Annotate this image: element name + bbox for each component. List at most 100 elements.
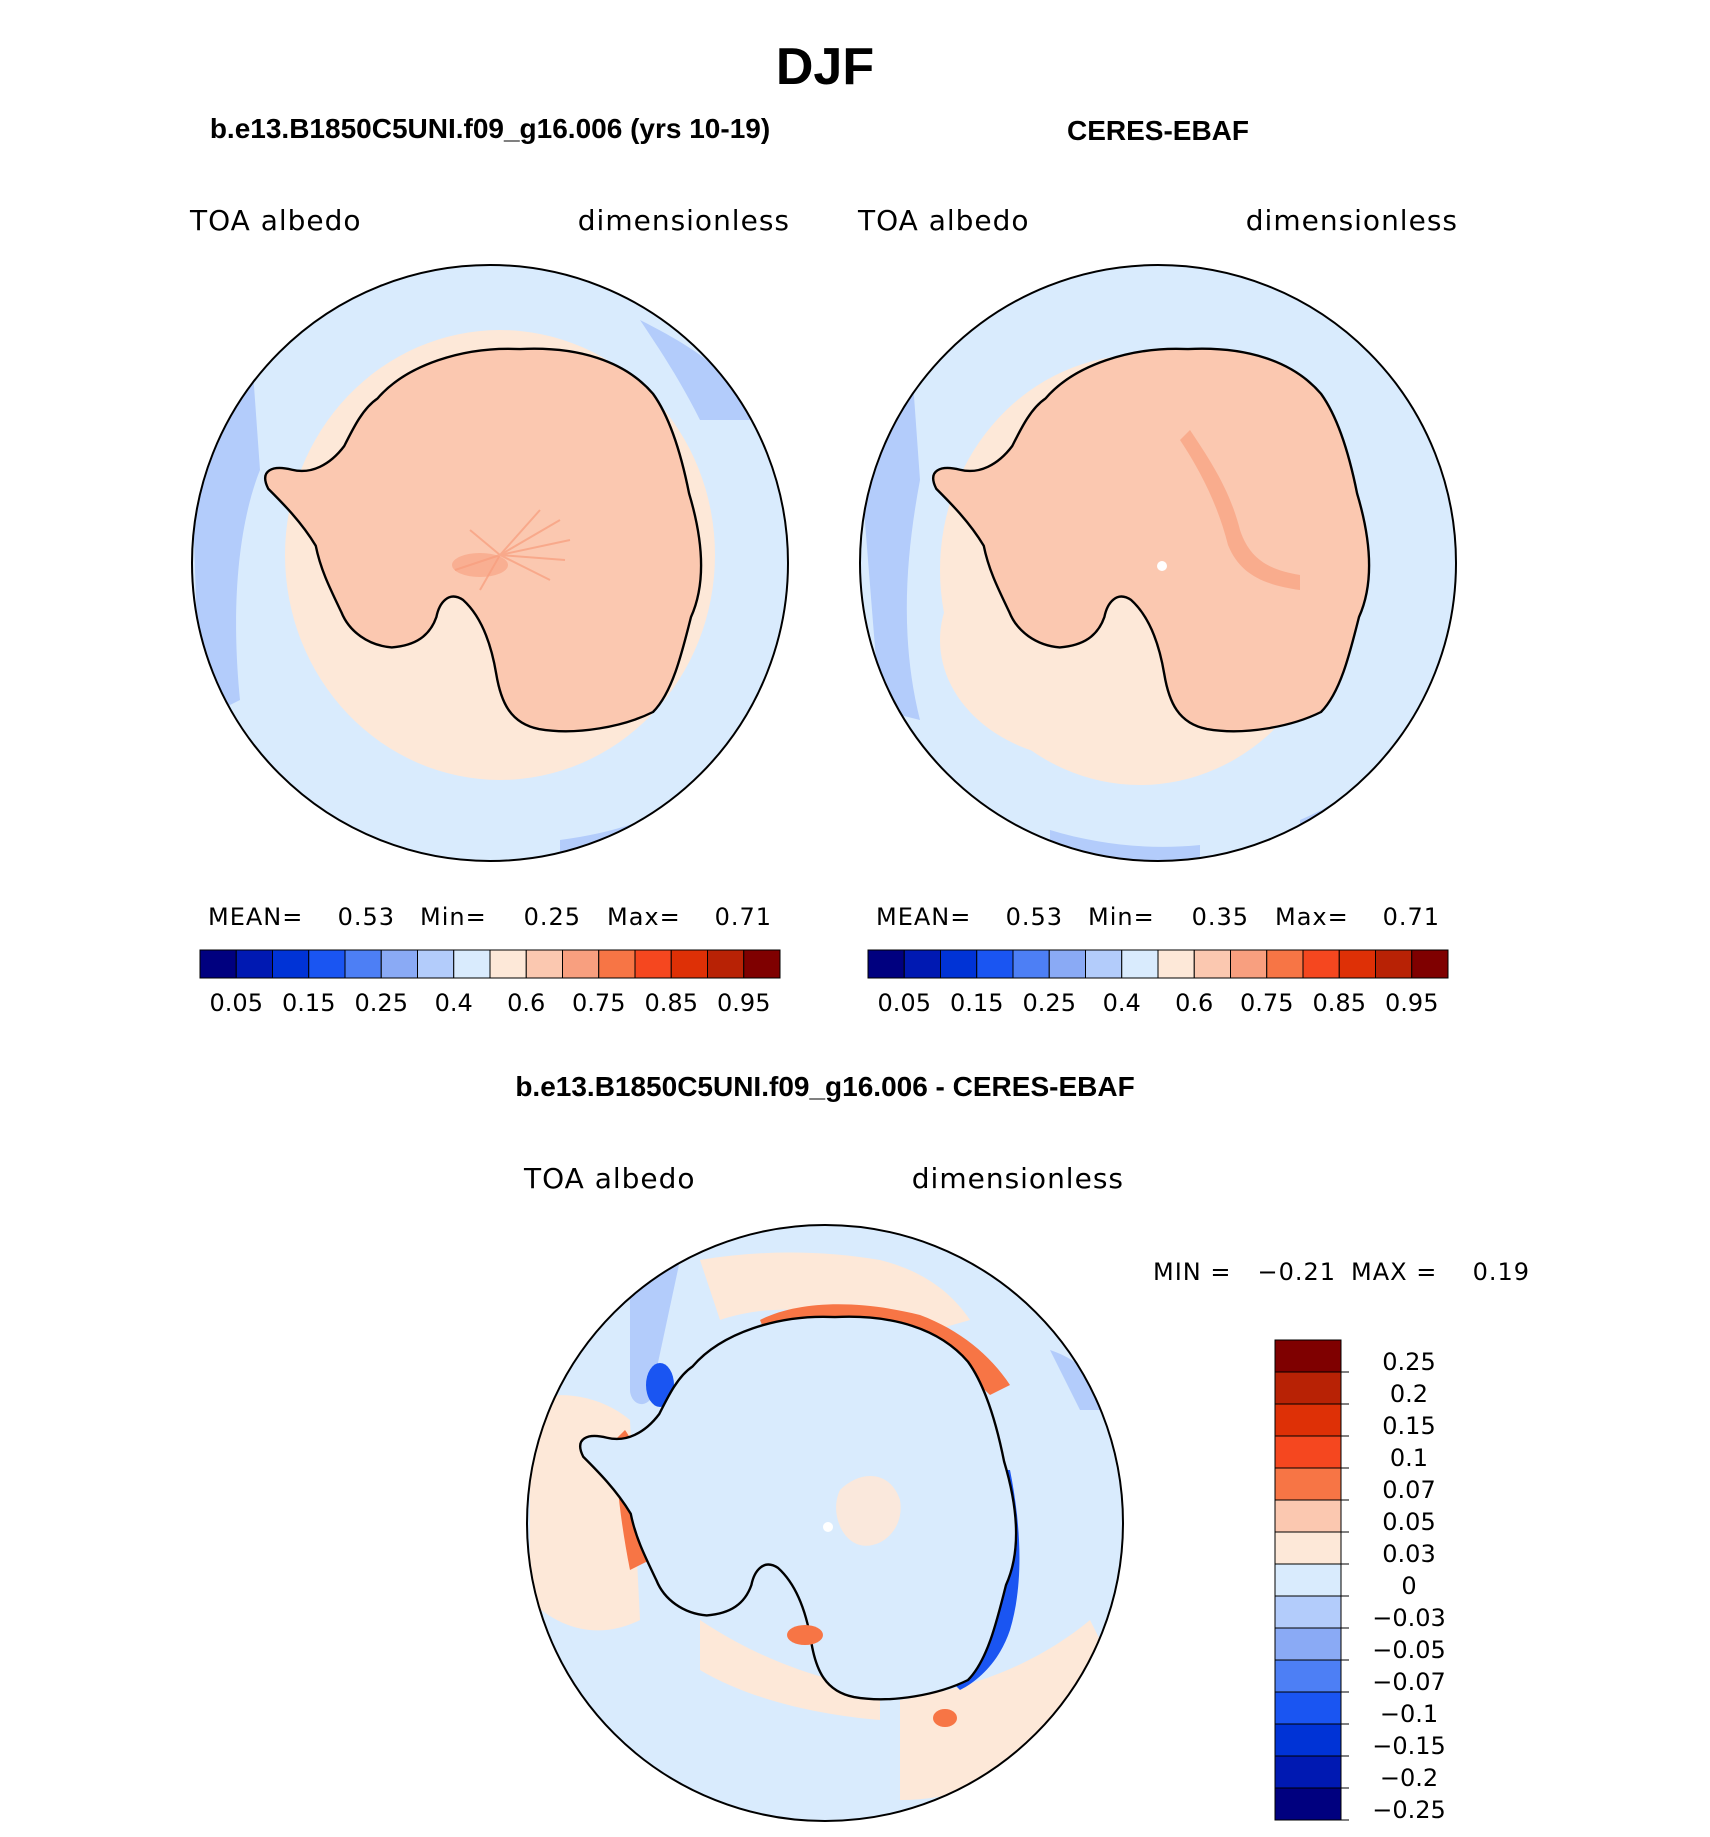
model-mean-value: 0.53 [338, 903, 395, 931]
diff-colorbar-tick-label: 0 [1401, 1572, 1416, 1600]
diff-colorbar-tick-label: −0.07 [1372, 1668, 1446, 1696]
obs-colorbar-swatch [1085, 949, 1123, 979]
model-colorbar-tick-label: 0.4 [435, 989, 473, 1017]
model-colorbar-tick-label: 0.25 [355, 989, 408, 1017]
obs-colorbar-tick-label: 0.75 [1240, 989, 1293, 1017]
model-colorbar-tick-label: 0.95 [717, 989, 770, 1017]
model-colorbar-swatch [562, 949, 600, 979]
obs-colorbar-swatch [867, 949, 905, 979]
diff-colorbar-tick-label: −0.25 [1372, 1796, 1446, 1824]
obs-max-value: 0.71 [1383, 903, 1440, 931]
model-colorbar-swatch [199, 949, 237, 979]
obs-colorbar-tick-label: 0.6 [1175, 989, 1213, 1017]
model-colorbar-swatch [272, 949, 310, 979]
diff-colorbar-swatch [1274, 1435, 1342, 1469]
diff-max-value: 0.19 [1473, 1258, 1530, 1286]
model-colorbar-swatch [743, 949, 781, 979]
model-variable-label: TOA albedo [189, 204, 362, 237]
obs-variable-label: TOA albedo [857, 204, 1030, 237]
obs-colorbar-swatch [1375, 949, 1413, 979]
diff-colorbar-tick-label: −0.05 [1372, 1636, 1446, 1664]
diff-stats: MIN = −0.21 MAX = 0.19 [1153, 1258, 1530, 1286]
diff-polar-map [526, 1224, 1124, 1822]
obs-polar-map [859, 264, 1457, 862]
model-colorbar-tick-label: 0.6 [507, 989, 545, 1017]
diff-colorbar-swatch [1274, 1595, 1342, 1629]
obs-colorbar-tick-label: 0.25 [1023, 989, 1076, 1017]
diff-colorbar-tick-label: 0.1 [1390, 1444, 1428, 1472]
diff-colorbar-swatch [1274, 1563, 1342, 1597]
model-colorbar-tick-label: 0.75 [572, 989, 625, 1017]
obs-colorbar-swatch [940, 949, 978, 979]
figure-title: DJF [776, 38, 874, 96]
model-stats: MEAN= 0.53 Min= 0.25 Max= 0.71 [208, 903, 772, 931]
model-mean-label: MEAN= [208, 903, 303, 931]
model-colorbar-tick-label: 0.15 [282, 989, 335, 1017]
obs-colorbar-swatch [903, 949, 941, 979]
obs-stats: MEAN= 0.53 Min= 0.35 Max= 0.71 [876, 903, 1440, 931]
diff-colorbar-swatch [1274, 1787, 1342, 1821]
obs-colorbar-swatch [1193, 949, 1231, 979]
diff-colorbar: 0.25 0.2 0.15 0.1 0.07 0.05 0.03 0 −0.03 −0.05 −0.… [1274, 1339, 1446, 1824]
diff-colorbar-tick-label: 0.07 [1382, 1476, 1435, 1504]
model-colorbar-swatch [525, 949, 563, 979]
model-panel-heading: b.e13.B1850C5UNI.f09_g16.006 (yrs 10-19) [210, 113, 770, 144]
diff-units-label: dimensionless [912, 1162, 1124, 1195]
obs-min-label: Min= [1088, 903, 1155, 931]
model-colorbar: 0.05 0.15 0.25 0.4 0.6 0.75 0.85 0.95 [199, 949, 781, 1017]
obs-mean-value: 0.53 [1006, 903, 1063, 931]
model-colorbar-swatch [235, 949, 273, 979]
diff-colorbar-tick-label: −0.15 [1372, 1732, 1446, 1760]
diff-colorbar-tick-label: 0.15 [1382, 1412, 1435, 1440]
model-colorbar-tick-label: 0.05 [210, 989, 263, 1017]
obs-colorbar-tick-label: 0.95 [1385, 989, 1438, 1017]
diff-colorbar-swatch [1274, 1403, 1342, 1437]
diff-colorbar-swatch [1274, 1627, 1342, 1661]
model-colorbar-tick-label: 0.85 [645, 989, 698, 1017]
diff-colorbar-tick-label: 0.03 [1382, 1540, 1435, 1568]
obs-colorbar-swatch [1338, 949, 1376, 979]
diff-colorbar-tick-label: 0.25 [1382, 1348, 1435, 1376]
diff-colorbar-swatch [1274, 1723, 1342, 1757]
model-colorbar-swatch [308, 949, 346, 979]
model-colorbar-swatch [489, 949, 527, 979]
obs-colorbar-swatch [1012, 949, 1050, 979]
diff-colorbar-swatch [1274, 1659, 1342, 1693]
obs-colorbar-tick-label: 0.15 [950, 989, 1003, 1017]
diff-colorbar-tick-label: −0.1 [1380, 1700, 1438, 1728]
model-units-label: dimensionless [578, 204, 790, 237]
obs-units-label: dimensionless [1246, 204, 1458, 237]
obs-max-label: Max= [1275, 903, 1349, 931]
obs-colorbar: 0.05 0.15 0.25 0.4 0.6 0.75 0.85 0.95 [867, 949, 1449, 1017]
diff-max-label: MAX = [1351, 1258, 1437, 1286]
obs-colorbar-swatch [1048, 949, 1086, 979]
diff-min-value: −0.21 [1257, 1258, 1336, 1286]
diff-colorbar-tick-label: 0.05 [1382, 1508, 1435, 1536]
diff-colorbar-tick-label: 0.2 [1390, 1380, 1428, 1408]
model-polar-map [191, 264, 789, 862]
model-min-label: Min= [420, 903, 487, 931]
diff-min-label: MIN = [1153, 1258, 1231, 1286]
diff-colorbar-swatch [1274, 1531, 1342, 1565]
model-max-value: 0.71 [715, 903, 772, 931]
diff-colorbar-swatch [1274, 1755, 1342, 1789]
diff-colorbar-tick-label: −0.03 [1372, 1604, 1446, 1632]
model-min-value: 0.25 [524, 903, 581, 931]
model-colorbar-swatch [634, 949, 672, 979]
diff-colorbar-swatch [1274, 1499, 1342, 1533]
diff-colorbar-swatch [1274, 1467, 1342, 1501]
obs-colorbar-tick-label: 0.4 [1103, 989, 1141, 1017]
obs-colorbar-swatch [1157, 949, 1195, 979]
diff-colorbar-swatch [1274, 1339, 1342, 1373]
model-colorbar-swatch [380, 949, 418, 979]
diff-variable-label: TOA albedo [523, 1162, 696, 1195]
diff-colorbar-swatch [1274, 1691, 1342, 1725]
diff-colorbar-tick-label: −0.2 [1380, 1764, 1438, 1792]
obs-colorbar-tick-label: 0.05 [878, 989, 931, 1017]
obs-colorbar-swatch [1121, 949, 1159, 979]
obs-colorbar-swatch [1230, 949, 1268, 979]
model-max-label: Max= [607, 903, 681, 931]
obs-colorbar-swatch [976, 949, 1014, 979]
model-colorbar-swatch [344, 949, 382, 979]
